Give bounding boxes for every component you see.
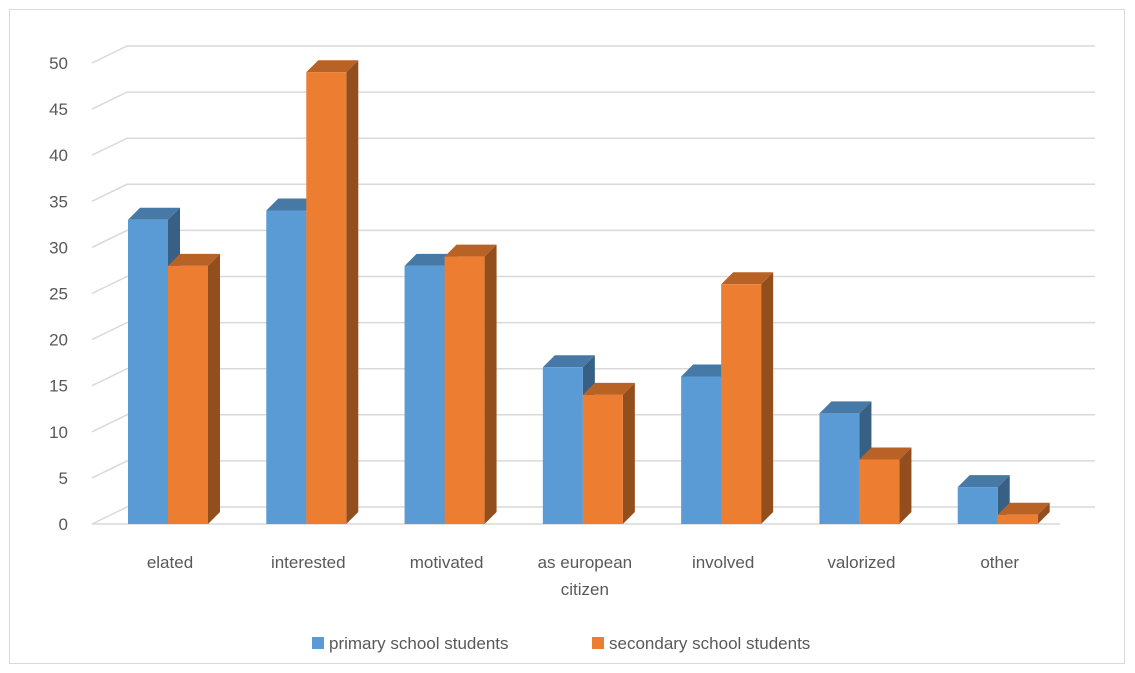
bar: [721, 272, 774, 524]
bar: [859, 447, 912, 524]
bar-top: [681, 364, 734, 377]
legend: primary school students secondary school …: [312, 634, 810, 653]
bar-side: [208, 253, 220, 524]
bar-top: [957, 475, 1010, 488]
x-tick-label: involved: [692, 553, 754, 572]
bar-top: [306, 60, 359, 73]
bar: [444, 244, 497, 524]
bar-front: [997, 514, 1038, 524]
gridline: [91, 275, 1095, 295]
bar-top: [582, 382, 635, 395]
bar-front: [542, 367, 583, 524]
x-axis-ticks: elated interested motivated as european citi…: [147, 553, 1020, 599]
y-tick-label: 35: [49, 192, 68, 211]
bar-top: [542, 355, 595, 368]
legend-swatch: [592, 637, 604, 649]
bar-front: [721, 284, 762, 524]
bar-front: [859, 459, 900, 524]
y-tick-label: 50: [49, 54, 68, 73]
bar-front: [819, 413, 860, 524]
y-axis-ticks: 0 5 10 15 20 25 30 35 40 45 50: [49, 54, 68, 534]
bar-side: [622, 382, 635, 524]
bar-top: [444, 244, 497, 257]
gridline: [91, 45, 1095, 64]
bars: [128, 60, 1050, 525]
bar-top: [859, 447, 912, 460]
y-tick-label: 20: [49, 331, 68, 350]
bar-top: [997, 502, 1050, 515]
legend-label: primary school students: [329, 634, 509, 653]
bar-top: [266, 198, 319, 211]
legend-label: secondary school students: [609, 634, 810, 653]
bar-front: [404, 265, 445, 524]
gridline: [91, 183, 1095, 202]
bar-front: [957, 487, 998, 524]
bar-front: [306, 72, 347, 524]
bar-front: [168, 265, 208, 524]
y-tick-label: 5: [59, 469, 68, 488]
gridline: [91, 321, 1095, 341]
bar-side: [761, 272, 774, 524]
y-tick-label: 15: [49, 377, 68, 396]
gridline: [91, 91, 1095, 110]
x-tick-label: valorized: [827, 553, 895, 572]
bar-top: [404, 253, 457, 266]
bar-side: [1037, 502, 1050, 524]
bar: [582, 382, 635, 524]
bar-side: [346, 60, 359, 524]
bar-top: [721, 272, 774, 285]
bar: [168, 253, 220, 524]
bar-front: [444, 256, 485, 524]
x-tick-label: as european: [538, 553, 633, 572]
bar-front: [681, 376, 722, 524]
bar-front: [128, 219, 168, 525]
bar-front: [582, 394, 623, 524]
y-tick-label: 30: [49, 238, 68, 257]
bar: [957, 475, 1010, 524]
gridline: [91, 137, 1095, 156]
bar: [997, 502, 1050, 524]
y-tick-label: 45: [49, 100, 68, 119]
x-tick-label: interested: [271, 553, 346, 572]
y-tick-label: 40: [49, 146, 68, 165]
y-tick-label: 10: [49, 423, 68, 442]
y-tick-label: 0: [59, 515, 68, 534]
bar: [306, 60, 359, 524]
y-tick-label: 25: [49, 285, 68, 304]
bar-side: [484, 244, 497, 524]
gridline: [91, 229, 1095, 249]
bar-top: [819, 401, 872, 414]
bar-side: [899, 447, 912, 524]
x-tick-label: motivated: [410, 553, 484, 572]
x-tick-label: other: [980, 553, 1019, 572]
legend-swatch: [312, 637, 324, 649]
x-tick-label: elated: [147, 553, 193, 572]
x-tick-label: citizen: [561, 580, 609, 599]
bar-top: [128, 207, 180, 220]
bar-front: [266, 210, 307, 524]
bar-top: [168, 253, 220, 266]
